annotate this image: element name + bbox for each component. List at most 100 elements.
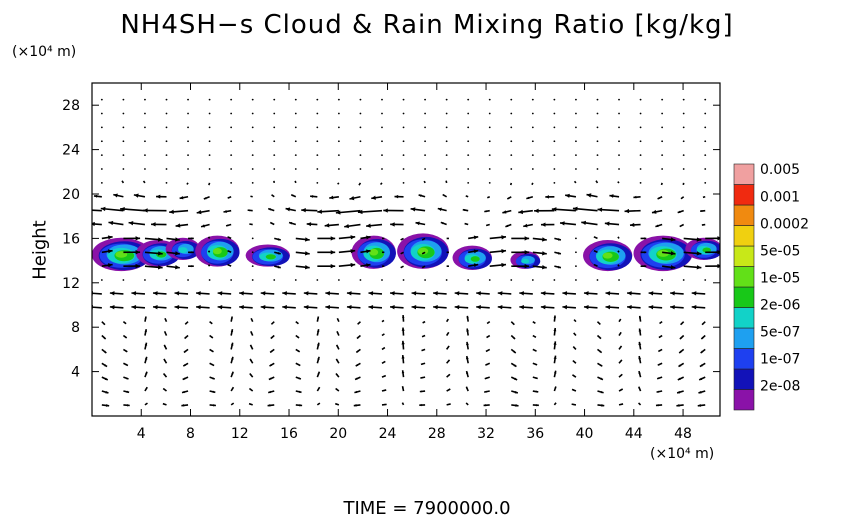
- wind-vector: [682, 98, 685, 101]
- wind-vector: [596, 112, 599, 115]
- wind-vector: [273, 112, 276, 115]
- wind-vector-head: [437, 207, 442, 212]
- wind-vector: [682, 279, 685, 281]
- wind-vector-head: [212, 377, 215, 380]
- wind-vector-head: [356, 336, 359, 339]
- wind-vector-head: [335, 388, 338, 391]
- wind-vector-head: [679, 224, 682, 227]
- wind-vector: [704, 126, 707, 129]
- wind-vector-head: [617, 181, 619, 183]
- wind-vector-head: [249, 388, 252, 391]
- wind-vector: [488, 182, 491, 184]
- wind-vector: [510, 126, 513, 129]
- wind-vector-head: [183, 350, 187, 353]
- wind-vector-head: [400, 238, 403, 240]
- wind-vector-head: [336, 331, 339, 334]
- wind-vector: [575, 168, 577, 170]
- wind-vector-head: [303, 305, 309, 310]
- wind-vector: [359, 279, 362, 281]
- wind-vector-head: [535, 363, 538, 366]
- cloud-cell: [351, 235, 396, 269]
- wind-vector-head: [447, 319, 449, 321]
- wind-vector: [187, 112, 189, 115]
- wind-vector: [596, 279, 599, 281]
- wind-vector-head: [211, 350, 214, 352]
- wind-vector-head: [317, 356, 320, 360]
- wind-vector: [424, 168, 426, 170]
- wind-vector: [144, 140, 146, 143]
- wind-vector: [402, 140, 405, 143]
- x-tick-label: 40: [576, 426, 594, 442]
- cloud-cell: [452, 245, 492, 270]
- wind-vector: [553, 279, 556, 281]
- wind-vector-head: [250, 196, 252, 197]
- wind-vector-head: [211, 363, 215, 366]
- wind-vector-head: [485, 349, 488, 352]
- wind-vector-head: [465, 195, 467, 197]
- wind-vector-head: [135, 250, 141, 255]
- wind-vector: [445, 279, 448, 281]
- wind-vector: [294, 140, 297, 143]
- wind-vector: [639, 154, 642, 157]
- legend-label: 5e-07: [760, 324, 800, 340]
- wind-vector-head: [304, 251, 310, 256]
- wind-vector-head: [526, 196, 530, 200]
- wind-vector-head: [513, 350, 516, 353]
- wind-vector-head: [353, 404, 357, 407]
- wind-vector-head: [175, 223, 181, 228]
- wind-vector-head: [325, 305, 331, 310]
- wind-vector: [294, 126, 297, 129]
- wind-vector-head: [572, 389, 574, 391]
- wind-vector: [381, 98, 383, 101]
- wind-vector-head: [600, 390, 604, 394]
- wind-vector-head: [422, 252, 424, 254]
- wind-vector-head: [113, 193, 118, 198]
- wind-vector-head: [317, 371, 320, 375]
- wind-vector-head: [691, 305, 697, 310]
- wind-vector-head: [366, 223, 371, 228]
- wind-vector-head: [497, 291, 503, 296]
- wind-vector: [208, 112, 211, 115]
- wind-vector-head: [638, 356, 642, 360]
- wind-vector: [122, 140, 125, 143]
- wind-vector-head: [702, 322, 704, 325]
- wind-vector-head: [151, 222, 156, 227]
- wind-vector-head: [542, 237, 547, 242]
- wind-vector-head: [534, 208, 539, 213]
- wind-vector: [92, 292, 102, 295]
- wind-vector-head: [486, 224, 488, 226]
- wind-vector-head: [270, 336, 273, 339]
- wind-vector-head: [400, 252, 403, 254]
- wind-vector-head: [557, 265, 561, 269]
- wind-vector-head: [557, 238, 561, 241]
- wind-vector-head: [507, 197, 510, 199]
- wind-vector-head: [531, 183, 533, 185]
- wind-vector-head: [108, 220, 114, 226]
- wind-vector: [661, 126, 664, 129]
- wind-vector-head: [553, 370, 557, 374]
- wind-vector: [553, 182, 556, 184]
- wind-vector-head: [230, 342, 234, 346]
- wind-vector-head: [476, 305, 481, 310]
- wind-vector-head: [401, 355, 405, 359]
- wind-vector-head: [657, 363, 660, 366]
- wind-vector-head: [691, 291, 697, 296]
- wind-vector-head: [304, 237, 310, 242]
- wind-vector: [402, 126, 405, 129]
- wind-vector-head: [683, 184, 684, 185]
- cloud-contour: [657, 249, 669, 257]
- wind-vector: [467, 112, 470, 115]
- wind-vector-head: [677, 390, 681, 394]
- wind-vector-head: [560, 221, 565, 226]
- wind-vector: [639, 126, 642, 129]
- wind-vector: [100, 98, 103, 101]
- wind-vector-head: [125, 350, 128, 352]
- wind-vector-head: [383, 251, 385, 253]
- wind-vector-head: [184, 336, 187, 339]
- wind-vector: [704, 168, 707, 170]
- wind-vector: [618, 168, 620, 170]
- wind-vector-head: [383, 347, 385, 349]
- wind-vector-head: [422, 238, 424, 240]
- wind-vector: [316, 168, 319, 170]
- wind-vector-head: [92, 221, 95, 227]
